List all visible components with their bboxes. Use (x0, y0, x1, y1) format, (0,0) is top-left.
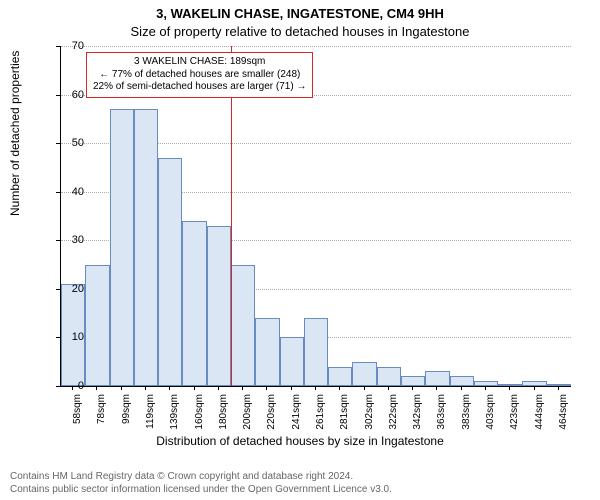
annotation-line1: 3 WAKELIN CHASE: 189sqm (93, 56, 306, 69)
x-tick-label: 78sqm (96, 394, 107, 424)
x-tick-mark (534, 386, 535, 390)
chart-title: 3, WAKELIN CHASE, INGATESTONE, CM4 9HH (0, 6, 600, 21)
x-tick-mark (72, 386, 73, 390)
histogram-bar (207, 226, 231, 386)
y-tick-label: 0 (56, 380, 84, 392)
chart-subtitle: Size of property relative to detached ho… (0, 24, 600, 39)
histogram-bar (304, 318, 328, 386)
histogram-bar (134, 109, 158, 386)
x-tick-label: 119sqm (145, 394, 156, 429)
x-tick-mark (242, 386, 243, 390)
x-tick-mark (436, 386, 437, 390)
x-tick-label: 342sqm (412, 394, 423, 430)
x-axis-label: Distribution of detached houses by size … (0, 434, 600, 448)
x-tick-mark (558, 386, 559, 390)
x-tick-label: 99sqm (121, 394, 132, 424)
x-tick-label: 261sqm (315, 394, 326, 430)
x-tick-mark (509, 386, 510, 390)
x-tick-label: 423sqm (509, 394, 520, 430)
y-tick-label: 40 (56, 186, 84, 198)
x-tick-mark (461, 386, 462, 390)
x-tick-mark (96, 386, 97, 390)
y-axis-label: Number of detached properties (8, 51, 22, 216)
x-tick-mark (339, 386, 340, 390)
x-tick-label: 363sqm (436, 394, 447, 430)
x-tick-label: 180sqm (218, 394, 229, 430)
x-tick-mark (218, 386, 219, 390)
histogram-bar (377, 367, 401, 386)
histogram-bar (280, 337, 304, 386)
x-tick-label: 220sqm (266, 394, 277, 430)
x-tick-label: 322sqm (388, 394, 399, 430)
x-tick-mark (291, 386, 292, 390)
x-tick-label: 281sqm (339, 394, 350, 430)
y-tick-label: 70 (56, 40, 84, 52)
footer-line1: Contains HM Land Registry data © Crown c… (10, 471, 392, 484)
y-tick-label: 50 (56, 137, 84, 149)
annotation-line2: ← 77% of detached houses are smaller (24… (93, 69, 306, 82)
x-tick-mark (145, 386, 146, 390)
histogram-bar (328, 367, 352, 386)
grid-line (61, 46, 571, 47)
histogram-bar (352, 362, 376, 386)
y-tick-label: 20 (56, 283, 84, 295)
x-tick-label: 403sqm (485, 394, 496, 430)
footer: Contains HM Land Registry data © Crown c… (10, 471, 392, 496)
chart-container: { "title": "3, WAKELIN CHASE, INGATESTON… (0, 0, 600, 500)
y-tick-label: 10 (56, 331, 84, 343)
histogram-bar (401, 376, 425, 386)
x-tick-label: 58sqm (72, 394, 83, 424)
histogram-bar (110, 109, 134, 386)
histogram-bar (547, 384, 571, 386)
x-tick-label: 139sqm (169, 394, 180, 430)
annotation-line3: 22% of semi-detached houses are larger (… (93, 81, 306, 94)
footer-line2: Contains public sector information licen… (10, 484, 392, 497)
x-tick-label: 444sqm (534, 394, 545, 430)
histogram-bar (182, 221, 206, 386)
histogram-bar (85, 265, 109, 386)
x-tick-mark (315, 386, 316, 390)
x-tick-mark (364, 386, 365, 390)
x-tick-label: 302sqm (364, 394, 375, 430)
x-tick-mark (266, 386, 267, 390)
x-tick-label: 241sqm (291, 394, 302, 430)
x-tick-mark (194, 386, 195, 390)
x-tick-mark (388, 386, 389, 390)
x-tick-mark (412, 386, 413, 390)
y-tick-label: 60 (56, 89, 84, 101)
x-tick-label: 160sqm (194, 394, 205, 430)
histogram-bar (158, 158, 182, 386)
histogram-bar (425, 371, 449, 386)
x-tick-mark (121, 386, 122, 390)
x-tick-label: 464sqm (558, 394, 569, 430)
annotation-box: 3 WAKELIN CHASE: 189sqm ← 77% of detache… (86, 52, 313, 98)
histogram-bar (498, 384, 522, 386)
x-tick-label: 200sqm (242, 394, 253, 430)
x-tick-mark (169, 386, 170, 390)
x-tick-label: 383sqm (461, 394, 472, 430)
histogram-bar (231, 265, 255, 386)
x-tick-mark (485, 386, 486, 390)
histogram-bar (255, 318, 279, 386)
y-tick-label: 30 (56, 234, 84, 246)
plot-area: 3 WAKELIN CHASE: 189sqm ← 77% of detache… (60, 46, 571, 387)
histogram-bar (450, 376, 474, 386)
histogram-bar (522, 381, 546, 386)
